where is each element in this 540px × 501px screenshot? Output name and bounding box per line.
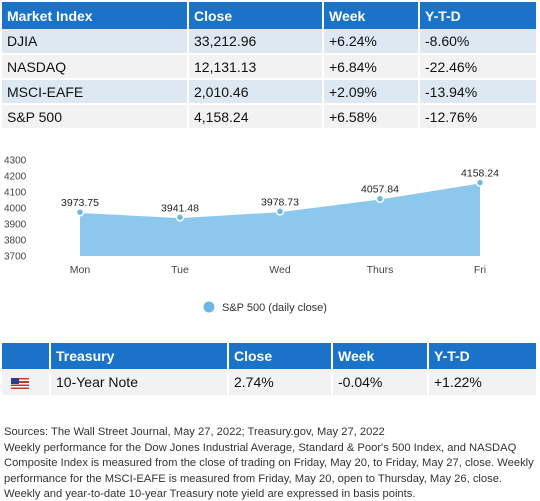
sources-note: Sources: The Wall Street Journal, May 27… (4, 426, 385, 438)
flag-cell (2, 369, 51, 395)
index-close: 33,212.96 (188, 29, 324, 55)
y-tick-label: 3700 (4, 252, 27, 263)
data-point (75, 207, 85, 217)
data-label: 3973.75 (61, 197, 99, 209)
table-row: NASDAQ 12,131.13 +6.84% -22.46% (2, 54, 538, 80)
header-ytd: Y-T-D (419, 2, 538, 29)
index-ytd: -22.46% (419, 54, 538, 80)
data-label: 4158.24 (461, 168, 499, 180)
index-ytd: -8.60% (419, 29, 538, 55)
header-close: Close (228, 343, 333, 369)
index-week: +6.84% (323, 54, 420, 80)
table-row: MSCI-EAFE 2,010.46 +2.09% -13.94% (2, 79, 538, 105)
x-tick-label: Fri (474, 264, 486, 276)
footnotes: Sources: The Wall Street Journal, May 27… (4, 425, 536, 501)
sp500-area (80, 182, 480, 256)
y-tick-label: 4300 (4, 156, 27, 167)
header-market-index: Market Index (2, 2, 189, 29)
index-ytd: -12.76% (419, 104, 538, 130)
treasury-table: Treasury Close Week Y-T-D 10-Year Note 2… (2, 343, 538, 395)
y-tick-label: 3800 (4, 236, 27, 247)
legend-marker (203, 301, 215, 313)
data-label: 4057.84 (361, 184, 399, 196)
sp500-area-chart: 3700 3800 3900 4000 4100 4200 4300 3973.75 3941.… (4, 156, 499, 315)
treasury-name: 10-Year Note (50, 369, 229, 395)
index-close: 2,010.46 (188, 79, 324, 105)
table-row: S&P 500 4,158.24 +6.58% -12.76% (2, 104, 538, 130)
table-row: DJIA 33,212.96 +6.24% -8.60% (2, 29, 538, 55)
y-tick-label: 4200 (4, 172, 27, 183)
index-close: 4,158.24 (188, 104, 324, 130)
header-week: Week (323, 2, 420, 29)
data-label: 3978.73 (261, 196, 299, 208)
treasury-close: 2.74% (228, 369, 333, 395)
header-close: Close (188, 2, 324, 29)
data-point (375, 194, 385, 203)
market-index-table: Market Index Close Week Y-T-D DJIA 33,21… (2, 2, 538, 130)
methodology-note: Weekly performance for the Dow Jones Ind… (4, 441, 534, 501)
x-tick-label: Wed (269, 264, 291, 276)
data-point (175, 213, 185, 222)
index-name: NASDAQ (2, 54, 189, 80)
x-tick-label: Tue (171, 264, 189, 276)
data-point (475, 178, 485, 187)
index-name: DJIA (2, 29, 189, 55)
header-ytd: Y-T-D (428, 343, 538, 369)
index-name: MSCI-EAFE (2, 79, 189, 105)
market-table-header: Market Index Close Week Y-T-D (2, 2, 538, 29)
x-tick-label: Thurs (367, 264, 394, 276)
treasury-week: -0.04% (332, 369, 429, 395)
index-week: +6.58% (323, 104, 420, 130)
us-flag-icon (11, 377, 29, 389)
index-name: S&P 500 (2, 104, 189, 130)
y-tick-label: 4100 (4, 188, 27, 199)
header-week: Week (332, 343, 429, 369)
data-label: 3941.48 (161, 202, 199, 214)
data-point (275, 207, 285, 216)
treasury-table-header: Treasury Close Week Y-T-D (2, 343, 538, 369)
y-tick-label: 4000 (4, 204, 27, 215)
index-week: +2.09% (323, 79, 420, 105)
table-row: 10-Year Note 2.74% -0.04% +1.22% (2, 369, 538, 395)
x-tick-label: Mon (70, 264, 91, 276)
treasury-ytd: +1.22% (428, 369, 538, 395)
header-treasury: Treasury (50, 343, 229, 369)
index-week: +6.24% (323, 29, 420, 55)
header-flag-spacer (2, 343, 51, 369)
index-close: 12,131.13 (188, 54, 324, 80)
legend-label: S&P 500 (daily close) (222, 302, 327, 314)
y-tick-label: 3900 (4, 220, 27, 231)
index-ytd: -13.94% (419, 79, 538, 105)
